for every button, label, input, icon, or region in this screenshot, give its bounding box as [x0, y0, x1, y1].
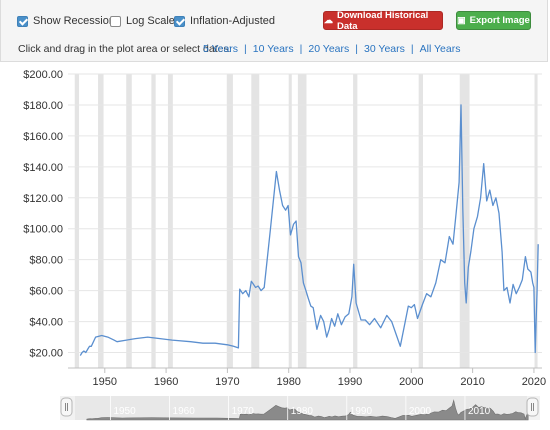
y-tick-label: $20.00 — [29, 348, 63, 360]
y-tick-label: $160.00 — [23, 131, 63, 143]
recession-band — [288, 74, 292, 368]
recession-band — [534, 74, 538, 368]
log-scale-check-icon — [110, 15, 121, 27]
y-tick-label: $180.00 — [23, 100, 63, 112]
y-tick-label: $100.00 — [23, 224, 63, 236]
navigator-handle[interactable] — [526, 397, 539, 417]
recession-band — [151, 74, 156, 368]
recession-band — [167, 74, 173, 368]
x-tick-label: 2020 — [522, 376, 546, 388]
y-tick-label: $200.00 — [23, 69, 63, 81]
y-tick-label: $40.00 — [29, 317, 63, 329]
image-icon: ▣ — [457, 15, 466, 25]
show-recessions-checkbox[interactable]: Show Recessions — [17, 14, 120, 28]
log-scale-checkbox[interactable]: Log Scale — [110, 14, 175, 28]
show-recessions-label: Show Recessions — [33, 15, 121, 27]
chart-toolbar: Show Recessions Log Scale Inflation-Adju… — [0, 0, 548, 62]
range-separator: | — [410, 43, 414, 55]
recession-band — [74, 74, 80, 368]
recession-band — [353, 74, 358, 368]
y-tick-label: $120.00 — [23, 193, 63, 205]
recession-band — [226, 74, 233, 368]
date-range-links: 5 Years | 10 Years | 20 Years | 30 Years | A… — [203, 43, 460, 55]
inflation-adjusted-label: Inflation-Adjusted — [190, 15, 275, 27]
download-historical-data-button[interactable]: ☁ Download Historical Data — [323, 9, 443, 32]
range-separator: | — [244, 43, 247, 55]
navigator-label: 1990 — [350, 406, 373, 417]
inflation-adjusted-check-icon — [174, 15, 185, 27]
navigator-label: 2000 — [409, 406, 432, 417]
range-separator: | — [299, 43, 303, 55]
x-tick-label: 1990 — [338, 376, 362, 388]
recession-band — [251, 74, 260, 368]
export-image-button[interactable]: ▣ Export Image — [456, 11, 531, 30]
range-all-years[interactable]: All Years — [419, 43, 461, 55]
x-tick-label: 1950 — [93, 376, 117, 388]
y-tick-label: $80.00 — [29, 255, 63, 267]
recession-band — [98, 74, 104, 368]
recession-band — [126, 74, 132, 368]
range-10-years[interactable]: 10 Years — [252, 43, 294, 55]
range-5-years[interactable]: 5 Years — [203, 43, 239, 55]
navigator-label: 1950 — [113, 406, 136, 417]
recession-band — [459, 74, 470, 368]
y-tick-label: $140.00 — [23, 162, 63, 174]
navigator-label: 1960 — [173, 406, 196, 417]
date-range-hint: Click and drag in the plot area or selec… — [18, 43, 232, 55]
navigator-handle[interactable] — [60, 397, 73, 417]
range-separator: | — [355, 43, 358, 55]
range-20-years[interactable]: 20 Years — [308, 43, 350, 55]
recession-band — [418, 74, 423, 368]
x-tick-label: 1960 — [154, 376, 178, 388]
export-button-label: Export Image — [469, 15, 530, 26]
price-series-line[interactable] — [79, 104, 539, 356]
show-recessions-check-icon — [17, 15, 28, 27]
x-tick-label: 1970 — [215, 376, 239, 388]
navigator-label: 1980 — [291, 406, 314, 417]
recession-band — [297, 74, 307, 368]
x-tick-label: 2010 — [460, 376, 484, 388]
inflation-adjusted-checkbox[interactable]: Inflation-Adjusted — [174, 14, 275, 28]
cloud-download-icon: ☁ — [324, 15, 333, 25]
range-30-years[interactable]: 30 Years — [364, 43, 405, 55]
navigator-label: 2010 — [468, 406, 491, 417]
log-scale-label: Log Scale — [126, 15, 175, 27]
y-tick-label: $60.00 — [29, 286, 63, 298]
navigator-label: 1970 — [232, 406, 255, 417]
x-tick-label: 2000 — [399, 376, 423, 388]
x-tick-label: 1980 — [276, 376, 300, 388]
download-button-label: Download Historical Data — [337, 9, 429, 32]
